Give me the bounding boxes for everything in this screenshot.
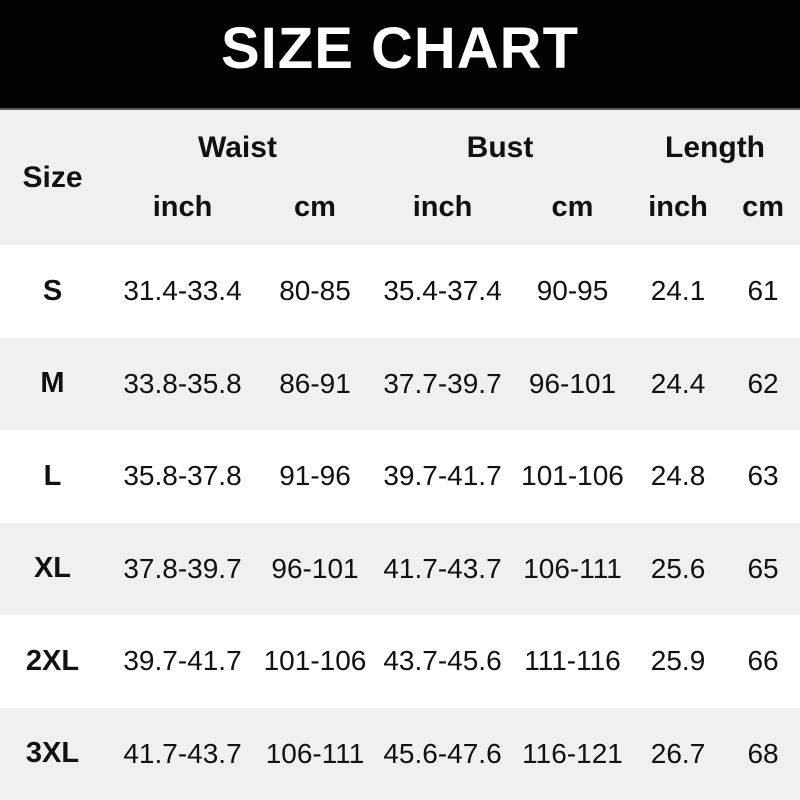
- group-header-row: Size Waist Bust Length: [0, 110, 800, 245]
- table-row-s: S 31.4-33.4 80-85 35.4-37.4 90-95 24.1 6…: [0, 245, 800, 338]
- length-inch-value: 24.8: [650, 460, 706, 492]
- waist-inch-value: 33.8-35.8: [123, 367, 242, 399]
- bust-inch-value: 41.7-43.7: [383, 552, 502, 584]
- table-row-2xl: 2XL 39.7-41.7 101-106 43.7-45.6 111-116 …: [0, 615, 800, 708]
- bust-inch-value: 35.4-37.4: [383, 275, 502, 307]
- bust-inch-value: 37.7-39.7: [383, 367, 502, 399]
- table-row-m: M 33.8-35.8 86-91 37.7-39.7 96-101 24.4 …: [0, 337, 800, 430]
- bust-cm-value: 116-121: [522, 737, 623, 769]
- size-chart-table: Size Waist Bust Length inch cm inch cm i…: [0, 110, 800, 800]
- length-cm-value: 61: [747, 275, 779, 307]
- size-label: XL: [33, 552, 72, 585]
- subheader-bust-inch: inch: [370, 180, 515, 245]
- size-label: 2XL: [25, 644, 80, 677]
- waist-cm-value: 80-85: [279, 275, 351, 307]
- col-header-size: Size: [0, 110, 105, 245]
- length-inch-value: 25.6: [650, 552, 706, 584]
- length-cm-value: 62: [747, 367, 779, 399]
- waist-inch-value: 39.7-41.7: [123, 645, 242, 677]
- bust-cm-value: 90-95: [536, 275, 609, 307]
- subheader-length-inch: inch: [630, 180, 727, 245]
- length-cm-value: 66: [747, 645, 779, 677]
- page-title: SIZE CHART: [221, 16, 579, 81]
- table-row-xl: XL 37.8-39.7 96-101 41.7-43.7 106-111 25…: [0, 522, 800, 615]
- bust-cm-value: 111-116: [524, 645, 621, 677]
- size-label: 3XL: [25, 737, 80, 770]
- length-inch-value: 24.1: [650, 275, 706, 307]
- waist-inch-value: 41.7-43.7: [123, 737, 242, 769]
- table-header: Size Waist Bust Length inch cm inch cm i…: [0, 110, 800, 245]
- length-inch-value: 26.7: [650, 737, 706, 769]
- length-inch-value: 25.9: [650, 645, 706, 677]
- subheader-waist-cm: cm: [260, 180, 370, 245]
- length-inch-value: 24.4: [650, 367, 706, 399]
- waist-cm-value: 106-111: [265, 737, 365, 769]
- bust-cm-value: 101-106: [521, 460, 624, 492]
- length-cm-value: 65: [747, 552, 779, 584]
- subheader-waist-inch: inch: [105, 180, 260, 245]
- waist-cm-value: 96-101: [271, 552, 359, 584]
- waist-inch-value: 31.4-33.4: [123, 275, 242, 307]
- bust-cm-value: 106-111: [523, 552, 622, 584]
- subheader-bust-cm: cm: [515, 180, 631, 245]
- size-label: L: [43, 459, 62, 492]
- length-cm-value: 63: [747, 460, 779, 492]
- subheader-length-cm: cm: [726, 180, 800, 245]
- waist-inch-value: 37.8-39.7: [123, 552, 242, 584]
- bust-inch-value: 45.6-47.6: [383, 737, 502, 769]
- size-chart-banner: SIZE CHART: [0, 0, 800, 110]
- waist-cm-value: 91-96: [279, 460, 351, 492]
- bust-cm-value: 96-101: [528, 367, 617, 399]
- table-row-l: L 35.8-37.8 91-96 39.7-41.7 101-106 24.8…: [0, 430, 800, 523]
- group-header-waist: Waist: [105, 110, 370, 180]
- group-header-length: Length: [630, 110, 800, 180]
- table-row-3xl: 3XL 41.7-43.7 106-111 45.6-47.6 116-121 …: [0, 707, 800, 800]
- subheader-row: inch cm inch cm inch cm: [0, 180, 800, 245]
- bust-inch-value: 39.7-41.7: [383, 460, 502, 492]
- waist-cm-value: 86-91: [279, 367, 351, 399]
- size-label: S: [42, 274, 63, 307]
- table-body: S 31.4-33.4 80-85 35.4-37.4 90-95 24.1 6…: [0, 245, 800, 800]
- bust-inch-value: 43.7-45.6: [383, 645, 502, 677]
- length-cm-value: 68: [747, 737, 779, 769]
- group-header-bust: Bust: [370, 110, 631, 180]
- waist-inch-value: 35.8-37.8: [123, 460, 242, 492]
- waist-cm-value: 101-106: [263, 645, 367, 677]
- size-label: M: [40, 367, 65, 400]
